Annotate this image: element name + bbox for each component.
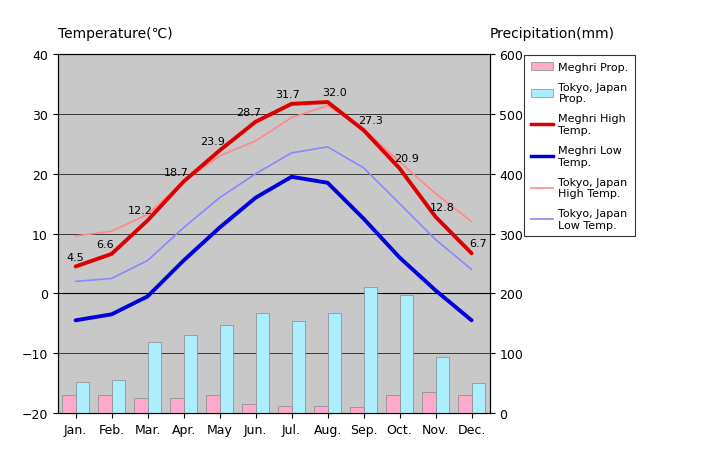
Bar xyxy=(170,398,184,413)
Bar xyxy=(364,288,377,413)
Bar xyxy=(148,343,161,413)
Text: 12.2: 12.2 xyxy=(128,206,153,216)
Text: 4.5: 4.5 xyxy=(67,252,84,262)
Bar xyxy=(206,395,220,413)
Text: 6.7: 6.7 xyxy=(469,239,487,249)
Text: 23.9: 23.9 xyxy=(200,136,225,146)
Bar xyxy=(184,336,197,413)
Text: 12.8: 12.8 xyxy=(430,202,455,213)
Bar xyxy=(242,404,256,413)
Bar xyxy=(350,407,364,413)
Bar xyxy=(436,358,449,413)
Bar xyxy=(98,395,112,413)
Text: 31.7: 31.7 xyxy=(275,90,300,100)
Text: 18.7: 18.7 xyxy=(164,167,189,177)
Bar xyxy=(422,392,436,413)
Bar xyxy=(458,395,472,413)
Bar xyxy=(386,395,400,413)
Bar xyxy=(328,313,341,413)
Bar xyxy=(292,321,305,413)
Legend: Meghri Prop., Tokyo, Japan
Prop., Meghri High
Temp., Meghri Low
Temp., Tokyo, Ja: Meghri Prop., Tokyo, Japan Prop., Meghri… xyxy=(524,56,635,237)
Bar xyxy=(472,383,485,413)
Bar xyxy=(76,382,89,413)
Text: 27.3: 27.3 xyxy=(358,116,383,126)
Bar xyxy=(112,380,125,413)
Text: 28.7: 28.7 xyxy=(236,107,261,118)
Text: Precipitation(mm): Precipitation(mm) xyxy=(490,28,615,41)
Bar xyxy=(62,395,76,413)
Bar xyxy=(134,398,148,413)
Bar xyxy=(256,313,269,413)
Bar xyxy=(220,325,233,413)
Text: 32.0: 32.0 xyxy=(322,88,347,98)
Text: 20.9: 20.9 xyxy=(394,154,419,164)
Text: 6.6: 6.6 xyxy=(96,240,114,249)
Bar xyxy=(278,406,292,413)
Text: Temperature(℃): Temperature(℃) xyxy=(58,28,172,41)
Bar xyxy=(314,406,328,413)
Bar xyxy=(400,296,413,413)
